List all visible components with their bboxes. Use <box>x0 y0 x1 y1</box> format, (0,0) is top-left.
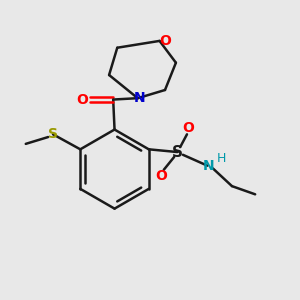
Text: S: S <box>48 127 58 141</box>
Text: O: O <box>156 169 167 183</box>
Text: S: S <box>172 145 183 160</box>
Text: O: O <box>160 34 172 48</box>
Text: N: N <box>133 91 145 105</box>
Text: O: O <box>76 92 88 106</box>
Text: N: N <box>203 159 214 173</box>
Text: O: O <box>182 121 194 135</box>
Text: H: H <box>216 152 226 165</box>
